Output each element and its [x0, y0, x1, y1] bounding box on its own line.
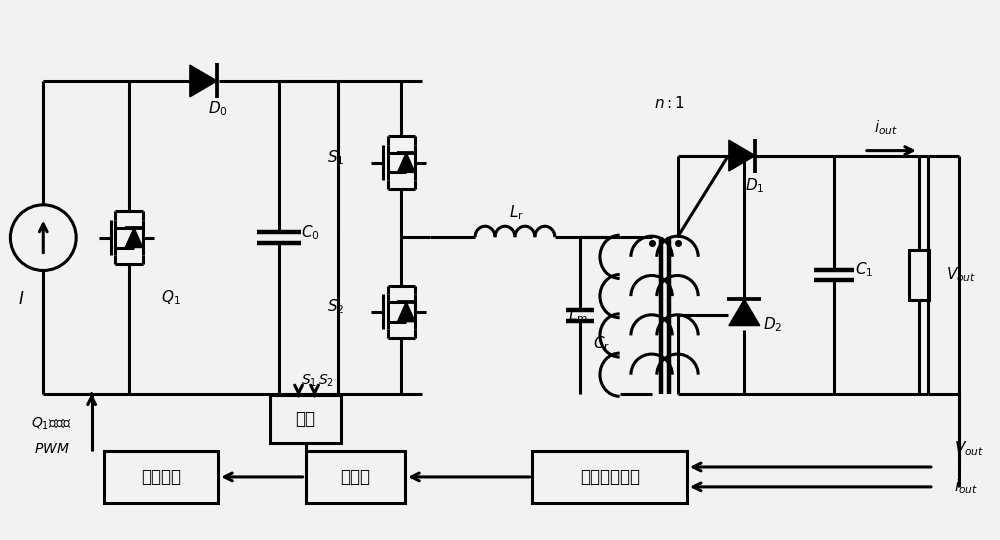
- Text: $C_\mathrm{r}$: $C_\mathrm{r}$: [593, 334, 610, 353]
- Bar: [306, 451, 405, 503]
- Text: $i_{out}$: $i_{out}$: [874, 118, 898, 137]
- Bar: [270, 395, 341, 443]
- Text: $n:1$: $n:1$: [654, 95, 685, 111]
- Text: $L_\mathrm{m}$: $L_\mathrm{m}$: [568, 306, 588, 325]
- Polygon shape: [397, 302, 415, 322]
- Text: $S_2$: $S_2$: [327, 298, 344, 316]
- Text: $L_\mathrm{r}$: $L_\mathrm{r}$: [509, 203, 524, 221]
- Bar: [532, 451, 687, 503]
- Text: $Q_1$: $Q_1$: [161, 288, 181, 307]
- Text: 电压电流采集: 电压电流采集: [580, 468, 640, 486]
- Text: $S_2$: $S_2$: [318, 372, 334, 389]
- Bar: [909, 250, 929, 300]
- Text: $S_1$: $S_1$: [327, 148, 344, 167]
- Text: $PWM$: $PWM$: [34, 442, 70, 456]
- Text: $C_1$: $C_1$: [855, 261, 873, 279]
- Text: 控制器: 控制器: [340, 468, 370, 486]
- Text: $D_1$: $D_1$: [745, 176, 764, 195]
- Text: $V_{out}$: $V_{out}$: [946, 266, 976, 285]
- Text: 驱动电路: 驱动电路: [141, 468, 181, 486]
- Polygon shape: [125, 228, 143, 247]
- Text: $D_0$: $D_0$: [208, 99, 228, 118]
- Text: 恒频: 恒频: [296, 410, 316, 428]
- Text: $Q_1$开关管: $Q_1$开关管: [31, 416, 72, 433]
- Polygon shape: [397, 153, 415, 172]
- Polygon shape: [729, 299, 760, 326]
- Text: $V_{out}$: $V_{out}$: [954, 440, 984, 458]
- Text: $I$: $I$: [18, 291, 25, 308]
- Bar: [104, 451, 218, 503]
- Text: $C_0$: $C_0$: [301, 224, 320, 242]
- Text: $S_1$: $S_1$: [301, 372, 317, 389]
- Text: $i_{out}$: $i_{out}$: [954, 477, 978, 496]
- Polygon shape: [190, 65, 217, 97]
- Text: $D_2$: $D_2$: [763, 315, 782, 334]
- Polygon shape: [729, 140, 755, 171]
